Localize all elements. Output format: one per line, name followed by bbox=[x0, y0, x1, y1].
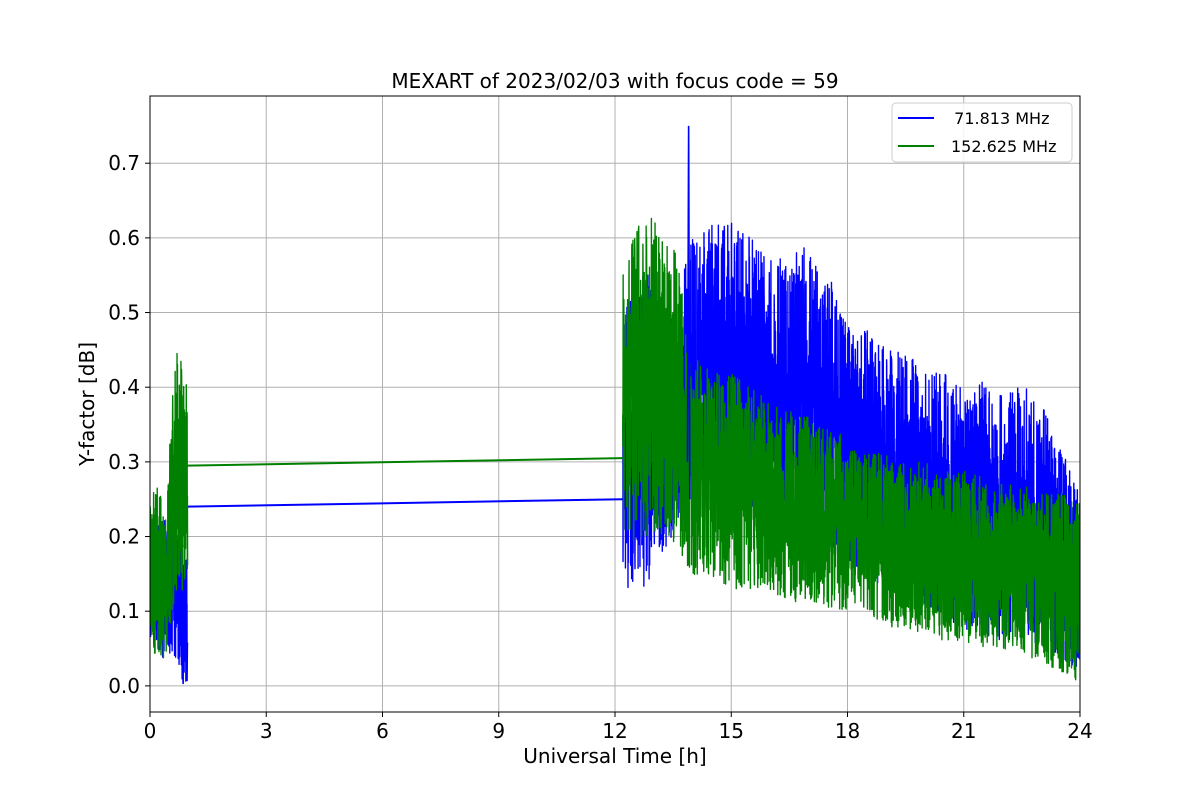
y-tick-label: 0.6 bbox=[108, 226, 140, 250]
y-axis: 0.0 0.1 0.2 0.3 0.4 0.5 0.6 0.7 bbox=[108, 151, 150, 698]
y-tick-label: 0.1 bbox=[108, 599, 140, 623]
series-1-gap-line bbox=[187, 498, 623, 508]
series-2 bbox=[150, 217, 1080, 681]
legend-label-series-1: 71.813 MHz bbox=[944, 109, 1049, 128]
y-axis-label: Y-factor [dB] bbox=[75, 342, 99, 467]
x-tick-label: 9 bbox=[492, 719, 505, 743]
x-tick-label: 24 bbox=[1067, 719, 1092, 743]
y-tick-label: 0.2 bbox=[108, 525, 140, 549]
chart-title: MEXART of 2023/02/03 with focus code = 5… bbox=[391, 69, 838, 93]
series-2-trace bbox=[150, 352, 189, 659]
x-tick-label: 18 bbox=[835, 719, 860, 743]
plot-area bbox=[150, 125, 1080, 685]
series-2-gap-line bbox=[187, 457, 623, 467]
y-tick-label: 0.5 bbox=[108, 301, 140, 325]
y-tick-label: 0.7 bbox=[108, 151, 140, 175]
series-layer bbox=[150, 125, 1080, 685]
x-tick-label: 21 bbox=[951, 719, 976, 743]
series-2-trace bbox=[622, 217, 1080, 681]
legend-box bbox=[891, 102, 1073, 163]
y-tick-label: 0.4 bbox=[108, 375, 140, 399]
y-tick-label: 0.0 bbox=[108, 674, 140, 698]
x-axis-label: Universal Time [h] bbox=[523, 744, 706, 768]
x-axis: 0 3 6 9 12 15 18 21 24 bbox=[144, 712, 1093, 743]
x-tick-label: 12 bbox=[602, 719, 627, 743]
y-tick-label: 0.3 bbox=[108, 450, 140, 474]
series-1-spike bbox=[686, 125, 691, 500]
x-tick-label: 0 bbox=[144, 719, 157, 743]
x-tick-label: 15 bbox=[719, 719, 744, 743]
legend: 71.813 MHz 152.625 MHz bbox=[891, 102, 1073, 163]
x-tick-label: 3 bbox=[260, 719, 273, 743]
legend-label-series-2: 152.625 MHz bbox=[951, 137, 1056, 156]
x-tick-label: 6 bbox=[376, 719, 389, 743]
